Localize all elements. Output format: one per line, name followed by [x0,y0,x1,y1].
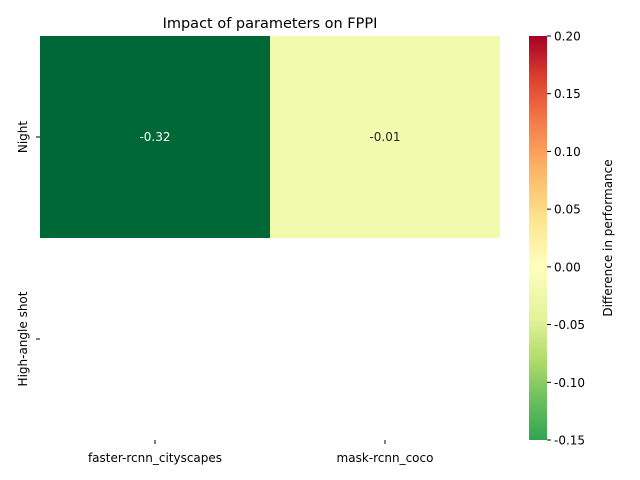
colorbar-tick-label: 0.20 [554,30,581,44]
cell-annotation: -0.01 [369,130,400,144]
y-axis: Night High-angle shot [16,121,40,386]
cell-annotation: -0.32 [139,130,170,144]
y-tick-label: High-angle shot [16,291,30,386]
colorbar [529,36,547,440]
chart-title: Impact of parameters on FPPI [163,16,378,32]
heatmap-cells [40,36,500,238]
colorbar-tick-label: 0.00 [554,260,581,274]
heatmap-cell [270,36,500,238]
colorbar-tick-label: -0.15 [554,434,585,448]
colorbar-tick-label: 0.05 [554,203,581,217]
y-tick-label: Night [16,121,30,154]
colorbar-tick-label: 0.10 [554,145,581,159]
colorbar-tick-label: -0.10 [554,376,585,390]
colorbar-tick-label: -0.05 [554,318,585,332]
colorbar-tick-label: 0.15 [554,87,581,101]
colorbar-label: Difference in performance [601,159,615,316]
cell-annotations: -0.32 -0.01 [139,130,400,144]
heatmap-cell [40,36,270,238]
x-tick-label: mask-rcnn_coco [337,451,434,465]
x-tick-label: faster-rcnn_cityscapes [88,451,222,465]
colorbar-ticks: 0.20 0.15 0.10 0.05 0.00 -0.05 -0.10 -0.15 [547,30,585,448]
x-axis: faster-rcnn_cityscapes mask-rcnn_coco [88,440,434,465]
